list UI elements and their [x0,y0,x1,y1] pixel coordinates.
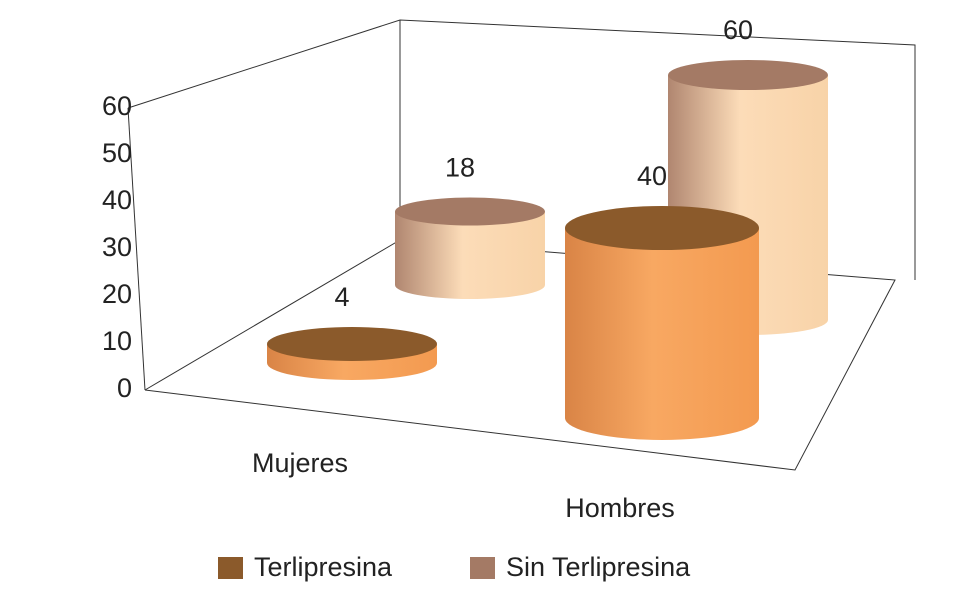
data-label: 4 [334,282,349,312]
data-label: 40 [637,161,667,191]
legend: Terlipresina Sin Terlipresina [218,552,691,582]
y-tick-label: 40 [102,185,132,215]
legend-label: Terlipresina [254,552,393,582]
data-label: 60 [723,15,753,45]
data-label: 18 [445,153,475,183]
x-tick-label: Hombres [565,493,675,523]
cylinder-top [395,197,545,226]
y-tick-label: 30 [102,232,132,262]
cylinder-top [267,327,437,361]
y-tick-label: 50 [102,138,132,168]
cylinder-top [668,60,828,90]
legend-swatch [470,557,495,579]
x-tick-label: Mujeres [252,448,348,478]
cylinder-body [395,211,545,299]
legend-label: Sin Terlipresina [506,552,691,582]
legend-swatch [218,557,243,579]
plot-area: 0 10 20 30 40 50 60 18 60 4 40 Mujeres Hombres Terlip… [102,15,828,582]
y-tick-label: 10 [102,326,132,356]
cylinder [565,206,759,440]
y-tick-label: 60 [102,91,132,121]
cylinder [395,197,545,299]
chart-frame [127,19,916,471]
cylinder [267,327,437,380]
y-tick-label: 0 [117,373,132,403]
cylinder-top [565,206,759,250]
cylinder-body [565,228,759,440]
y-tick-label: 20 [102,279,132,309]
